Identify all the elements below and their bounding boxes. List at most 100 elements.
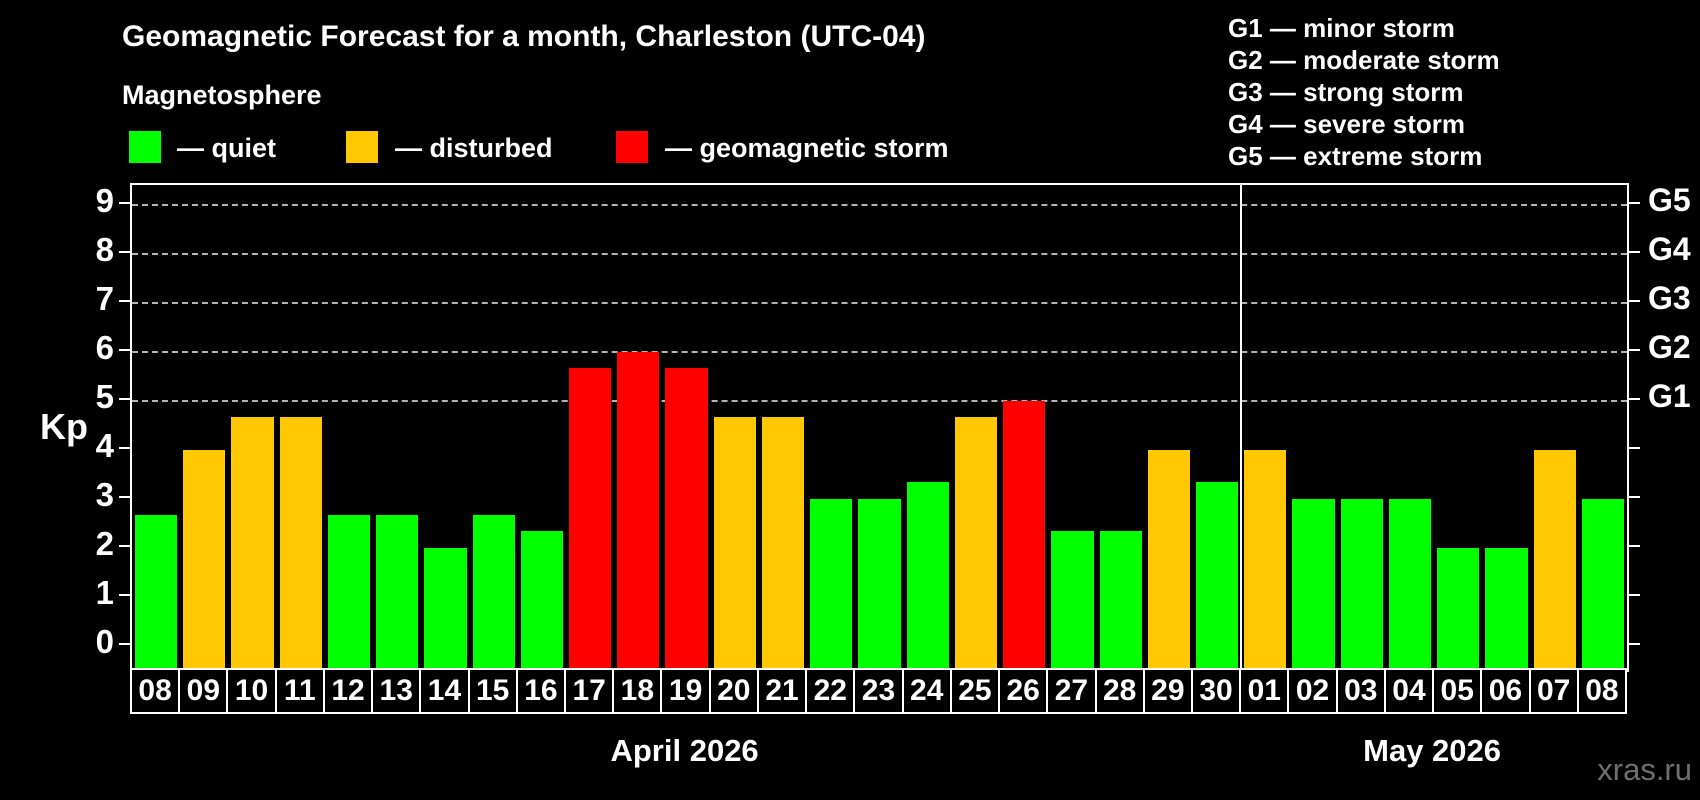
day-label-cell: 11	[274, 668, 325, 714]
g-scale-label-g5: G5	[1648, 181, 1691, 218]
magnetosphere-legend: — quiet — disturbed — geomagnetic storm	[0, 131, 1000, 165]
gridline-kp-7	[132, 301, 1627, 304]
g-scale-label-g4: G4	[1648, 230, 1691, 267]
day-label-cell: 18	[612, 668, 663, 714]
kp-bar	[1051, 531, 1094, 670]
g-scale-legend: G1 — minor storm G2 — moderate storm G3 — …	[1228, 12, 1500, 172]
day-label-cell: 01	[1239, 668, 1290, 714]
y-axis-tick	[119, 348, 130, 351]
gridline-kp-6	[132, 350, 1627, 353]
day-label-cell: 21	[756, 668, 808, 714]
y-axis-tick	[119, 593, 130, 596]
kp-bar	[1533, 449, 1576, 670]
day-label-cell: 12	[322, 668, 374, 714]
kp-bar	[472, 514, 515, 670]
kp-bar	[1147, 449, 1190, 670]
g-scale-label-g3: G3	[1648, 279, 1691, 316]
y-axis-tick-right	[1629, 201, 1640, 204]
day-label-cell: 02	[1287, 668, 1338, 714]
day-label-cell: 19	[660, 668, 711, 714]
gridline-kp-9	[132, 203, 1627, 206]
kp-bar	[1340, 498, 1383, 670]
kp-bar	[1099, 531, 1142, 670]
legend-label-disturbed: — disturbed	[395, 133, 553, 163]
legend-label-quiet: — quiet	[177, 133, 276, 163]
chart-title: Geomagnetic Forecast for a month, Charle…	[122, 20, 926, 53]
kp-bar	[424, 547, 467, 670]
y-axis-tick-right	[1629, 593, 1640, 596]
day-label-cell: 07	[1528, 668, 1579, 714]
legend-swatch-storm	[616, 131, 648, 163]
day-label-cell: 16	[515, 668, 567, 714]
gridline-kp-8	[132, 252, 1627, 255]
kp-bar	[906, 482, 949, 670]
kp-bar	[376, 514, 419, 670]
day-label-cell: 08	[1576, 668, 1627, 714]
month-label-may: May 2026	[1363, 733, 1502, 768]
day-label-cell: 25	[949, 668, 1001, 714]
y-axis-tick	[119, 446, 130, 449]
g-legend-line-4: G4 — severe storm	[1228, 109, 1466, 139]
kp-bar	[954, 416, 998, 670]
kp-bar	[183, 449, 226, 670]
y-axis-tick-right	[1629, 397, 1640, 400]
day-label-cell: 03	[1335, 668, 1386, 714]
kp-bar	[858, 498, 901, 670]
day-label-cell: 13	[371, 668, 422, 714]
day-label-cell: 27	[1046, 668, 1097, 714]
day-label-cell: 14	[419, 668, 470, 714]
day-label-cell: 30	[1190, 668, 1242, 714]
kp-bar	[1292, 498, 1335, 670]
day-label-cell: 08	[130, 668, 181, 714]
g-legend-line-3: G3 — strong storm	[1228, 77, 1464, 107]
day-label-cell: 05	[1432, 668, 1483, 714]
kp-bar	[569, 367, 612, 670]
day-label-cell: 04	[1383, 668, 1435, 714]
y-axis-tick	[119, 544, 130, 547]
y-axis-tick	[119, 397, 130, 400]
gridline-kp-5	[132, 399, 1627, 402]
y-axis-tick-label: 5	[95, 377, 114, 415]
kp-bar	[520, 531, 564, 670]
kp-bar	[617, 351, 660, 670]
kp-bar	[231, 416, 274, 670]
y-axis-tick-right	[1629, 544, 1640, 547]
day-label-cell: 10	[226, 668, 277, 714]
y-axis-label: Kp	[40, 406, 88, 447]
kp-bar	[665, 367, 708, 670]
kp-bar	[1485, 547, 1528, 670]
y-axis-tick-label: 4	[95, 426, 114, 464]
legend-label-storm: — geomagnetic storm	[665, 133, 949, 163]
g-legend-line-1: G1 — minor storm	[1228, 13, 1455, 43]
y-axis-tick-label: 7	[95, 279, 114, 317]
kp-bar	[761, 416, 805, 670]
day-label-cell: 26	[998, 668, 1049, 714]
day-label-cell: 23	[853, 668, 904, 714]
plot-area	[130, 183, 1629, 672]
y-axis-tick-label: 9	[95, 181, 114, 219]
y-axis-tick-right	[1629, 495, 1640, 498]
kp-bar	[1244, 449, 1287, 670]
y-axis-tick-label: 8	[95, 230, 114, 268]
day-label-cell: 29	[1142, 668, 1193, 714]
g-scale-label-g1: G1	[1648, 377, 1691, 414]
y-axis-tick-label: 0	[95, 622, 114, 660]
y-axis-tick-label: 6	[95, 328, 114, 366]
y-axis-tick	[119, 642, 130, 645]
month-label-april: April 2026	[610, 733, 759, 768]
kp-bar	[1581, 498, 1624, 670]
kp-bar	[327, 514, 371, 670]
g-legend-line-5: G5 — extreme storm	[1228, 141, 1483, 171]
y-axis-tick-right	[1629, 299, 1640, 302]
watermark: xras.ru	[1597, 752, 1692, 787]
magnetosphere-subtitle: Magnetosphere	[122, 80, 322, 110]
kp-bar	[1437, 547, 1480, 670]
day-label-cell: 22	[805, 668, 856, 714]
kp-bar	[135, 514, 178, 670]
legend-swatch-quiet	[129, 131, 161, 163]
y-axis-tick-right	[1629, 250, 1640, 253]
kp-bar	[1195, 482, 1239, 670]
y-axis-tick-label: 1	[95, 573, 114, 611]
kp-bar	[1388, 498, 1432, 670]
